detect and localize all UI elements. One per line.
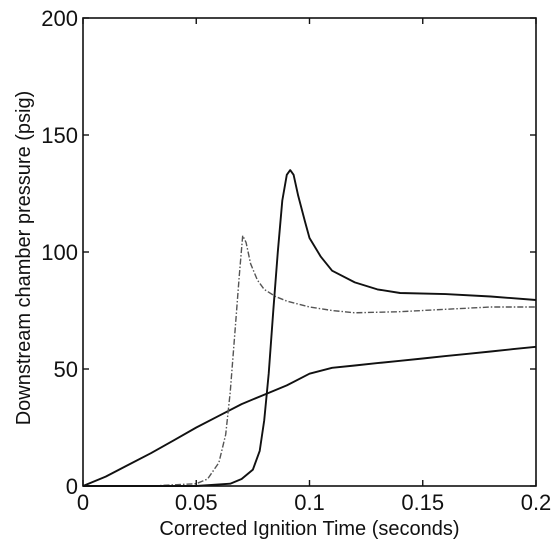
y-axis-label: Downstream chamber pressure (psig) (13, 91, 35, 426)
series-line-2 (83, 234, 536, 487)
x-tick-label: 0.2 (521, 490, 552, 515)
series-line-1 (82, 345, 537, 487)
series-line-3 (83, 169, 537, 487)
y-tick-label: 150 (41, 123, 78, 148)
x-tick-label: 0 (77, 490, 89, 515)
x-tick-label: 0.15 (401, 490, 444, 515)
plot-area-frame (82, 17, 537, 487)
y-tick-label: 0 (66, 474, 78, 499)
y-tick-label: 100 (41, 240, 78, 265)
x-tick-label: 0.05 (175, 490, 218, 515)
x-tick-label: 0.1 (294, 490, 325, 515)
y-tick-label: 50 (54, 357, 78, 382)
x-axis-label: Corrected Ignition Time (seconds) (159, 518, 459, 540)
y-tick-label: 200 (41, 6, 78, 31)
